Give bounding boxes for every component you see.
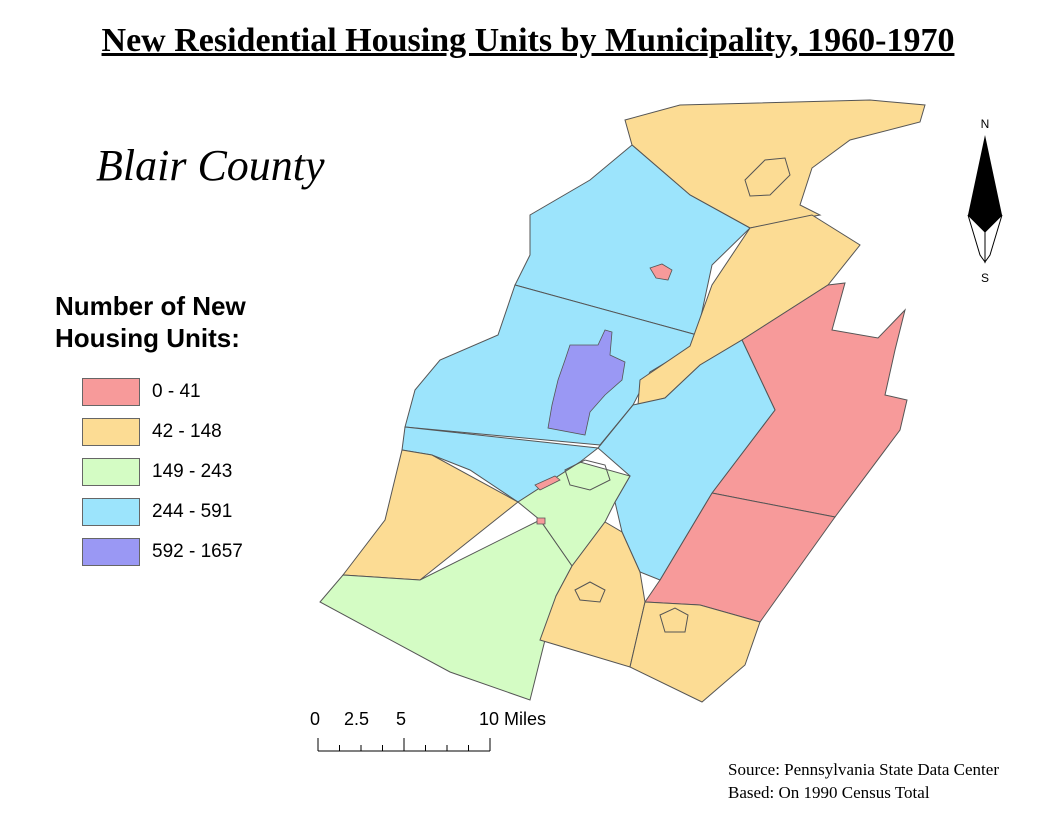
- subtitle: Blair County: [96, 141, 325, 190]
- legend-item: 0 - 41: [82, 372, 243, 412]
- legend-swatch: [82, 418, 140, 446]
- borough: [534, 475, 561, 491]
- map-title: New Residential Housing Units by Municip…: [101, 22, 955, 59]
- borough: [547, 329, 626, 436]
- legend-item: 592 - 1657: [82, 532, 243, 572]
- legend-label: 42 - 148: [152, 421, 222, 442]
- compass-s: S: [981, 271, 989, 285]
- legend-item: 149 - 243: [82, 452, 243, 492]
- legend: 0 - 41 42 - 148 149 - 243 244 - 591 592 - 16…: [82, 372, 243, 572]
- arrow-south: [967, 214, 986, 264]
- legend-swatch: [82, 498, 140, 526]
- north-arrow: N S: [967, 117, 1003, 285]
- municipality: [629, 601, 761, 703]
- compass-n: N: [981, 117, 990, 131]
- municipalities: [319, 99, 926, 703]
- legend-label: 0 - 41: [152, 381, 201, 402]
- legend-swatch: [82, 378, 140, 406]
- borough-outline: [574, 581, 606, 603]
- borough-outline: [564, 459, 611, 491]
- scale-bar: 0 2.5 5 10 Miles: [310, 709, 546, 752]
- legend-item: 244 - 591: [82, 492, 243, 532]
- source-line: Source: Pennsylvania State Data Center: [728, 760, 999, 779]
- arrow-north: [968, 135, 1002, 232]
- source: Source: Pennsylvania State Data Center Ba…: [728, 758, 999, 804]
- source-line: Based: On 1990 Census Total: [728, 783, 930, 802]
- borough: [536, 517, 546, 525]
- legend-swatch: [82, 538, 140, 566]
- scale-label: 10 Miles: [479, 709, 546, 729]
- legend-swatch: [82, 458, 140, 486]
- legend-title: Number of New Housing Units:: [55, 291, 246, 353]
- legend-item: 42 - 148: [82, 412, 243, 452]
- borough-outline: [659, 607, 689, 633]
- scale-label: 5: [396, 709, 406, 729]
- borough-outline: [744, 157, 791, 197]
- legend-label: 149 - 243: [152, 461, 233, 482]
- legend-label: 244 - 591: [152, 501, 233, 522]
- scale-label: 0: [310, 709, 320, 729]
- scale-label: 2.5: [344, 709, 369, 729]
- legend-label: 592 - 1657: [152, 541, 243, 562]
- borough: [649, 263, 673, 281]
